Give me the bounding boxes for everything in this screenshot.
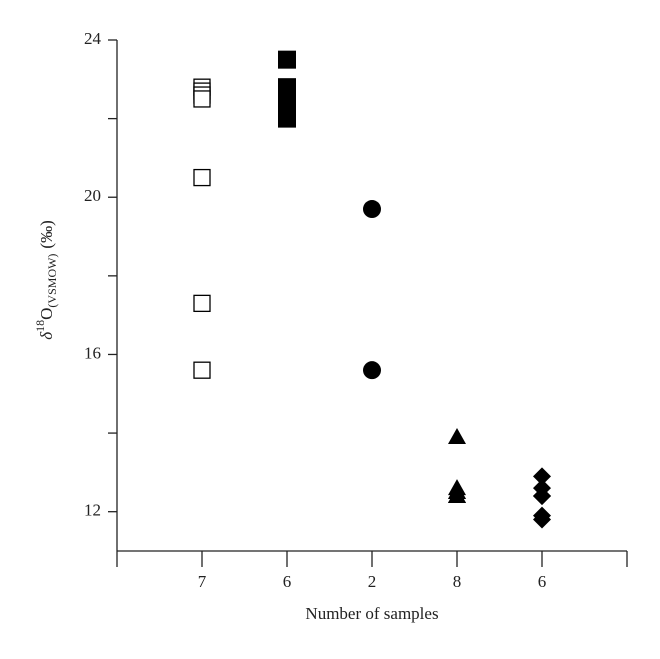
x-tick-label: 6 [283, 572, 292, 591]
y-tick-label: 24 [84, 29, 102, 48]
open-square-point [193, 294, 211, 313]
triangle-point [448, 486, 466, 503]
x-axis-label: Number of samples [305, 604, 438, 623]
x-tick-label: 2 [368, 572, 377, 591]
y-tick-label: 20 [84, 186, 101, 205]
open-square-point [193, 168, 211, 187]
y-tick-label: 16 [84, 343, 101, 362]
x-tick-label: 6 [538, 572, 547, 591]
square-point [278, 50, 296, 69]
circle-point [363, 200, 381, 219]
x-tick-label: 8 [453, 572, 462, 591]
square-point [278, 109, 296, 128]
open-square-point [193, 361, 211, 379]
y-label-unit: (‰) [37, 220, 56, 248]
triangle-point [448, 428, 466, 445]
y-tick-label: 12 [84, 501, 101, 520]
x-tick-label: 7 [198, 572, 207, 591]
diamond-point [533, 467, 551, 486]
y-label-element: O [37, 308, 56, 320]
y-label-superscript: 18 [33, 320, 47, 332]
y-axis-label: δ18O(VSMOW) (‰) [33, 220, 59, 340]
diamond-point [533, 510, 551, 529]
y-label-symbol: δ [37, 331, 56, 340]
y-label-subscript: (VSMOW) [45, 254, 59, 308]
diamond-point [533, 486, 551, 505]
circle-point [363, 361, 381, 380]
open-square-point [193, 90, 211, 108]
